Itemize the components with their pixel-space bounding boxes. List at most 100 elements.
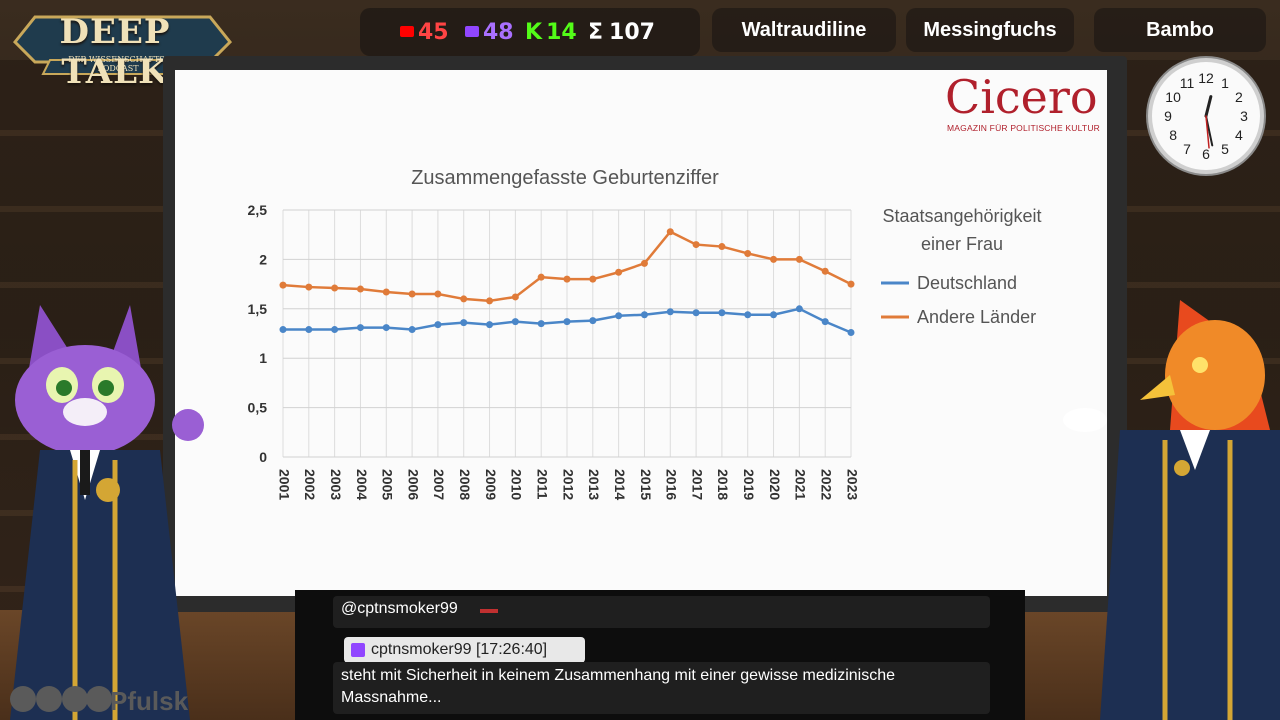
x-tick-label: 2012 xyxy=(560,469,576,500)
data-point-1 xyxy=(382,288,390,296)
clock-second-hand xyxy=(1205,115,1210,149)
x-tick-label: 2009 xyxy=(483,469,499,500)
x-tick-label: 2022 xyxy=(818,469,834,500)
data-point-1 xyxy=(331,284,339,292)
data-point-1 xyxy=(770,255,778,263)
logo-title: DEEP TALK xyxy=(59,12,171,92)
chat-message xyxy=(333,662,990,714)
y-tick-label: 2 xyxy=(259,251,267,267)
data-point-0 xyxy=(460,319,468,327)
data-point-0 xyxy=(279,326,287,334)
data-point-1 xyxy=(718,243,726,251)
data-point-1 xyxy=(640,259,648,267)
kick-icon: K xyxy=(525,20,543,45)
clock-numeral: 7 xyxy=(1183,141,1191,157)
legend-label-0: Deutschland xyxy=(917,273,1017,293)
birth-rate-chart: Zusammengefasste Geburtenziffer 0 0,5 1 1,5 2… xyxy=(248,167,1042,500)
x-tick-label: 2007 xyxy=(431,469,447,500)
data-point-1 xyxy=(511,293,519,301)
data-point-0 xyxy=(615,312,623,320)
x-tick-label: 2023 xyxy=(844,469,860,500)
y-tick-label: 0,5 xyxy=(248,400,268,416)
clock-numeral: 4 xyxy=(1235,127,1243,143)
x-tick-label: 2005 xyxy=(380,469,396,500)
chat-author: cptnsmoker99 xyxy=(371,641,472,658)
cat-mascot xyxy=(10,305,204,720)
x-tick-label: 2006 xyxy=(405,469,421,500)
x-tick-label: 2013 xyxy=(586,469,602,500)
footer-handle: Pfulsk xyxy=(110,686,189,716)
data-point-0 xyxy=(666,308,674,316)
data-point-0 xyxy=(589,317,597,325)
data-point-1 xyxy=(537,273,545,281)
data-point-0 xyxy=(718,309,726,317)
data-point-1 xyxy=(279,281,287,289)
data-point-1 xyxy=(434,290,442,298)
x-tick-label: 2017 xyxy=(689,469,705,500)
clock-numeral: 5 xyxy=(1221,141,1229,157)
data-point-0 xyxy=(640,311,648,319)
x-tick-label: 2019 xyxy=(741,469,757,500)
data-point-1 xyxy=(460,295,468,303)
y-tick-label: 0 xyxy=(259,449,267,465)
total-viewer-count: Σ 107 xyxy=(588,20,655,45)
phoenix-mascot xyxy=(1063,300,1280,720)
viewer-stats: 45 48 K 14 Σ 107 xyxy=(360,8,700,56)
reply-marker xyxy=(480,609,498,613)
data-point-0 xyxy=(408,326,416,334)
data-point-1 xyxy=(589,275,597,283)
clock-numeral: 10 xyxy=(1165,89,1181,105)
legend-label-1: Andere Länder xyxy=(917,307,1036,327)
y-tick-label: 2,5 xyxy=(248,202,268,218)
deep-talk-logo xyxy=(10,12,235,78)
x-tick-label: 2008 xyxy=(457,469,473,500)
data-point-0 xyxy=(692,309,700,317)
cicero-tagline: MAGAZIN FÜR POLITISCHE KULTUR xyxy=(947,123,1100,133)
data-point-1 xyxy=(692,241,700,249)
participant-tab-2: Messingfuchs xyxy=(906,8,1074,52)
logo-subtitle: DER WISSENSCHAFTS-PODCAST xyxy=(68,55,168,73)
data-point-0 xyxy=(744,311,752,319)
data-point-1 xyxy=(356,285,364,293)
x-tick-label: 2018 xyxy=(715,469,731,500)
total-count-value: 107 xyxy=(609,20,655,45)
x-tick-label: 2014 xyxy=(612,469,628,500)
chat-message-text: steht mit Sicherheit in keinem Zusammenh… xyxy=(341,667,896,706)
x-tick-label: 2016 xyxy=(664,469,680,500)
clock-numeral: 12 xyxy=(1198,70,1214,86)
data-point-1 xyxy=(821,267,829,275)
data-point-0 xyxy=(382,324,390,332)
data-point-1 xyxy=(305,283,313,291)
x-social-icon[interactable] xyxy=(62,686,88,712)
data-point-0 xyxy=(486,321,494,329)
clock-numeral: 8 xyxy=(1169,127,1177,143)
telegram-social-icon[interactable] xyxy=(86,686,112,712)
data-point-0 xyxy=(537,320,545,328)
legend-title: einer Frau xyxy=(921,234,1003,254)
x-tick-label: 2002 xyxy=(302,469,318,500)
chat-reply-mention: @cptnsmoker99 xyxy=(341,600,458,617)
chart-title: Zusammengefasste Geburtenziffer xyxy=(411,167,719,189)
data-point-0 xyxy=(795,305,803,313)
data-point-1 xyxy=(615,268,623,276)
x-tick-label: 2015 xyxy=(638,469,654,500)
chat-author-line: cptnsmoker99 [17:26:40] xyxy=(371,641,547,659)
youtube-social-icon[interactable] xyxy=(36,686,62,712)
kick-social-icon[interactable] xyxy=(10,686,36,712)
twitch-icon xyxy=(351,643,365,657)
cicero-logo: Cicero xyxy=(945,70,1098,124)
kick-viewer-count: K 14 xyxy=(525,20,577,45)
data-point-1 xyxy=(847,280,855,288)
clock-numeral: 1 xyxy=(1221,75,1229,91)
data-point-0 xyxy=(511,318,519,326)
youtube-count-value: 45 xyxy=(418,20,449,45)
data-point-0 xyxy=(821,318,829,326)
data-point-0 xyxy=(305,326,313,334)
sigma-icon: Σ xyxy=(588,20,604,45)
x-tick-label: 2003 xyxy=(328,469,344,500)
chat-message-reply xyxy=(333,596,990,628)
data-point-1 xyxy=(666,228,674,236)
legend-title: Staatsangehörigkeit xyxy=(882,206,1041,226)
data-point-1 xyxy=(563,275,571,283)
